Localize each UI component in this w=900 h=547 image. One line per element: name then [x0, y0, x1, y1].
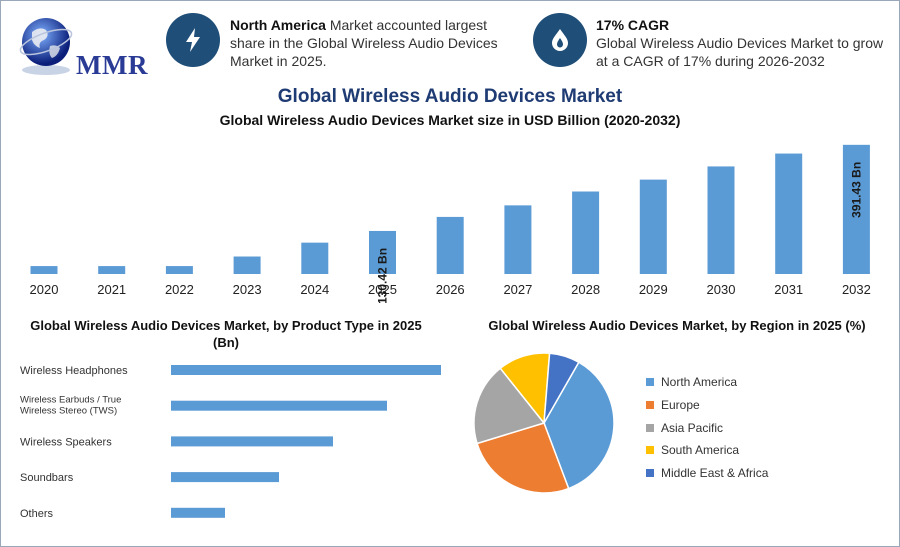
product-label: Wireless Headphones [20, 365, 128, 377]
globe-icon [16, 12, 76, 78]
region-legend: North America Europe Asia Pacific South Ame… [646, 371, 768, 484]
product-bar [171, 508, 225, 518]
year-tick-label: 2026 [436, 282, 465, 297]
bar-2023 [234, 257, 261, 274]
year-tick-label: 2024 [300, 282, 329, 297]
bar-data-label: 130.42 Bn [376, 248, 390, 303]
bar-2027 [504, 205, 531, 274]
year-tick-label: 2030 [707, 282, 736, 297]
legend-swatch [646, 424, 654, 432]
lightning-icon-badge [166, 13, 220, 67]
legend-swatch [646, 401, 654, 409]
legend-item: Asia Pacific [646, 416, 768, 439]
product-label: Others [20, 508, 54, 520]
year-tick-label: 2028 [571, 282, 600, 297]
region-pie-chart [462, 345, 632, 505]
bar-2028 [572, 192, 599, 275]
year-tick-label: 2020 [30, 282, 59, 297]
product-bar [171, 401, 387, 411]
legend-item: North America [646, 371, 768, 394]
legend-label: Europe [661, 398, 700, 412]
year-tick-label: 2029 [639, 282, 668, 297]
mmr-logo: MMR [16, 12, 146, 78]
product-bar [171, 472, 279, 482]
legend-item: South America [646, 439, 768, 462]
cagr-title: 17% CAGR [596, 16, 896, 34]
year-tick-label: 2027 [503, 282, 532, 297]
bar-data-label: 391.43 Bn [849, 162, 863, 218]
product-type-bar-chart: Wireless Headphones Wireless Earbuds / Tr… [0, 350, 460, 535]
logo-text: MMR [76, 50, 148, 81]
legend-item: Europe [646, 394, 768, 417]
market-size-subtitle: Global Wireless Audio Devices Market siz… [0, 112, 900, 128]
product-label: Wireless Earbuds / TrueWireless Stereo (… [20, 395, 121, 417]
north-america-highlight: North America Market accounted largest s… [230, 16, 515, 70]
product-bar [171, 436, 333, 446]
bar-2021 [98, 266, 125, 274]
highlight-bold: North America [230, 17, 326, 33]
year-tick-label: 2031 [774, 282, 803, 297]
year-tick-label: 2032 [842, 282, 871, 297]
legend-swatch [646, 469, 654, 477]
bar-2029 [640, 180, 667, 274]
bar-2031 [775, 154, 802, 274]
legend-swatch [646, 378, 654, 386]
bar-2024 [301, 243, 328, 274]
legend-label: Middle East & Africa [661, 466, 768, 480]
year-tick-label: 2023 [233, 282, 262, 297]
product-type-title: Global Wireless Audio Devices Market, by… [16, 317, 436, 351]
year-tick-label: 2022 [165, 282, 194, 297]
flame-drop-icon-badge [533, 13, 587, 67]
cagr-text: Global Wireless Audio Devices Market to … [596, 34, 896, 70]
bar-2020 [31, 266, 58, 274]
main-title: Global Wireless Audio Devices Market [0, 86, 900, 108]
region-title: Global Wireless Audio Devices Market, by… [462, 317, 892, 334]
lightning-icon [183, 27, 203, 53]
cagr-highlight: 17% CAGR Global Wireless Audio Devices M… [596, 16, 896, 70]
legend-label: North America [661, 375, 737, 389]
year-tick-label: 2021 [97, 282, 126, 297]
legend-item: Middle East & Africa [646, 462, 768, 485]
product-label: Soundbars [20, 472, 74, 484]
product-bar [171, 365, 441, 375]
legend-label: South America [661, 443, 739, 457]
bar-2022 [166, 266, 193, 274]
legend-label: Asia Pacific [661, 421, 723, 435]
bar-2026 [437, 217, 464, 274]
market-size-bar-chart: 202020212022202320242025130.42 Bn2026202… [0, 128, 900, 303]
product-label: Wireless Speakers [20, 436, 112, 448]
legend-swatch [646, 446, 654, 454]
flame-drop-icon [549, 27, 571, 53]
bar-2030 [708, 166, 735, 274]
